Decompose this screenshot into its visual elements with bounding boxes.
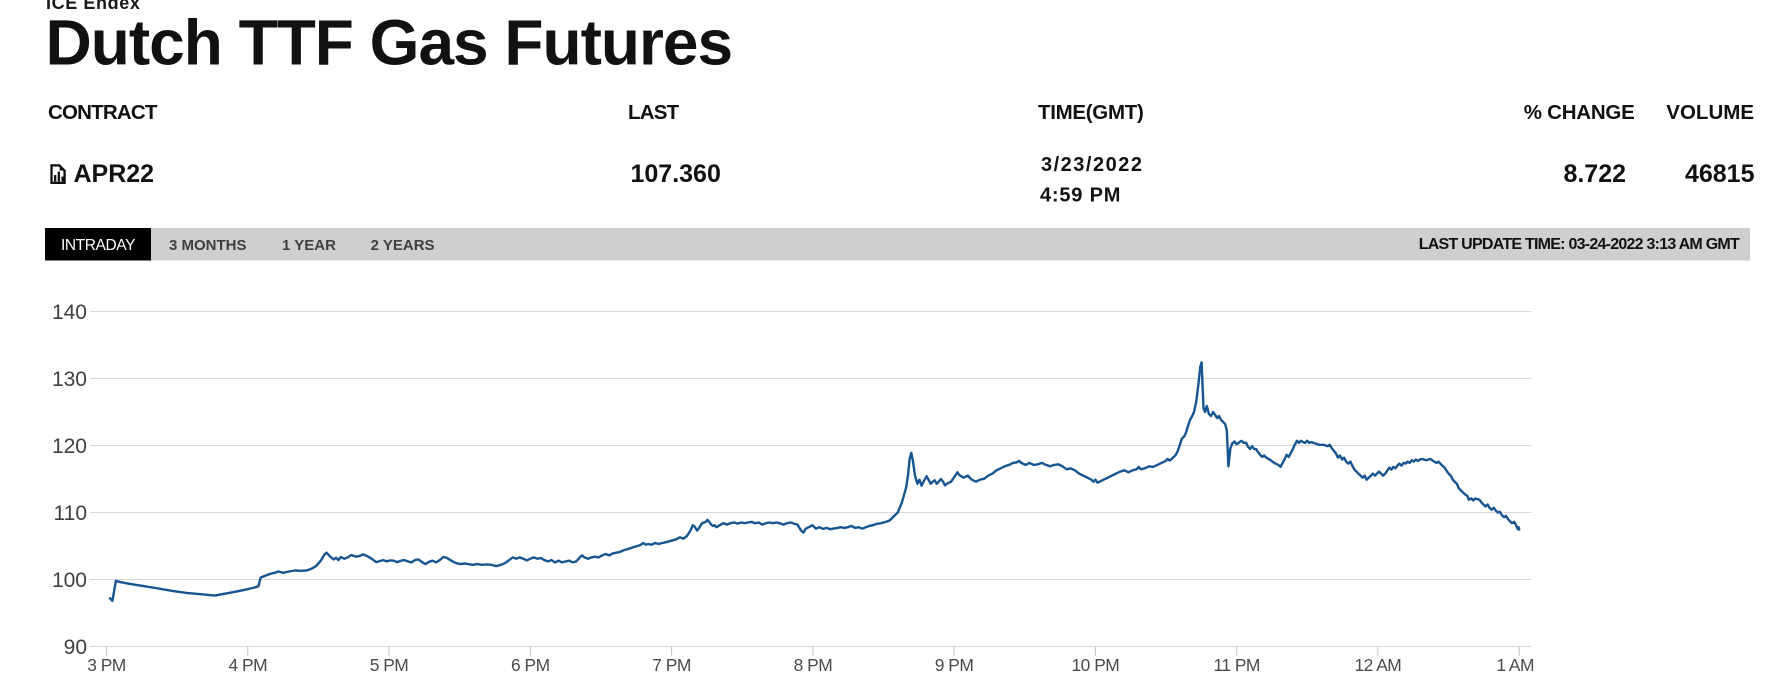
svg-text:130: 130 — [52, 368, 87, 391]
svg-text:CONTRACT: CONTRACT — [48, 101, 158, 124]
svg-text:100: 100 — [52, 569, 87, 592]
svg-text:% CHANGE: % CHANGE — [1524, 101, 1635, 124]
svg-text:3/23/2022: 3/23/2022 — [1041, 154, 1143, 176]
svg-text:9 PM: 9 PM — [935, 655, 974, 675]
svg-text:4 PM: 4 PM — [229, 655, 268, 675]
svg-text:LAST UPDATE TIME: 03-24-2022 3: LAST UPDATE TIME: 03-24-2022 3:13 AM GMT — [1419, 236, 1740, 253]
svg-text:6 PM: 6 PM — [511, 655, 550, 675]
svg-text:5 PM: 5 PM — [370, 655, 409, 675]
svg-text:3 PM: 3 PM — [87, 655, 126, 675]
svg-text:110: 110 — [54, 502, 87, 525]
svg-text:TIME(GMT): TIME(GMT) — [1038, 101, 1143, 124]
svg-text:7 PM: 7 PM — [652, 655, 691, 675]
svg-text:APR22: APR22 — [74, 160, 155, 188]
svg-text:107.360: 107.360 — [631, 160, 721, 188]
svg-text:120: 120 — [52, 435, 87, 458]
svg-text:12 AM: 12 AM — [1354, 655, 1401, 675]
svg-text:4:59 PM: 4:59 PM — [1040, 185, 1121, 207]
svg-text:ICE Endex: ICE Endex — [46, 0, 140, 13]
svg-text:INTRADAY: INTRADAY — [61, 237, 135, 254]
svg-text:3 MONTHS: 3 MONTHS — [169, 237, 247, 254]
svg-text:90: 90 — [64, 636, 87, 659]
svg-text:8.722: 8.722 — [1563, 160, 1626, 188]
svg-text:Dutch TTF Gas Futures: Dutch TTF Gas Futures — [46, 7, 733, 79]
svg-text:LAST: LAST — [628, 101, 680, 124]
svg-text:VOLUME: VOLUME — [1666, 101, 1754, 124]
svg-text:10 PM: 10 PM — [1072, 655, 1120, 675]
svg-text:11 PM: 11 PM — [1213, 655, 1259, 675]
svg-text:1 AM: 1 AM — [1496, 655, 1534, 675]
svg-text:8 PM: 8 PM — [794, 655, 833, 675]
svg-text:46815: 46815 — [1685, 160, 1755, 188]
svg-text:1 YEAR: 1 YEAR — [282, 237, 336, 254]
svg-text:140: 140 — [52, 301, 87, 324]
svg-text:2 YEARS: 2 YEARS — [371, 237, 435, 254]
